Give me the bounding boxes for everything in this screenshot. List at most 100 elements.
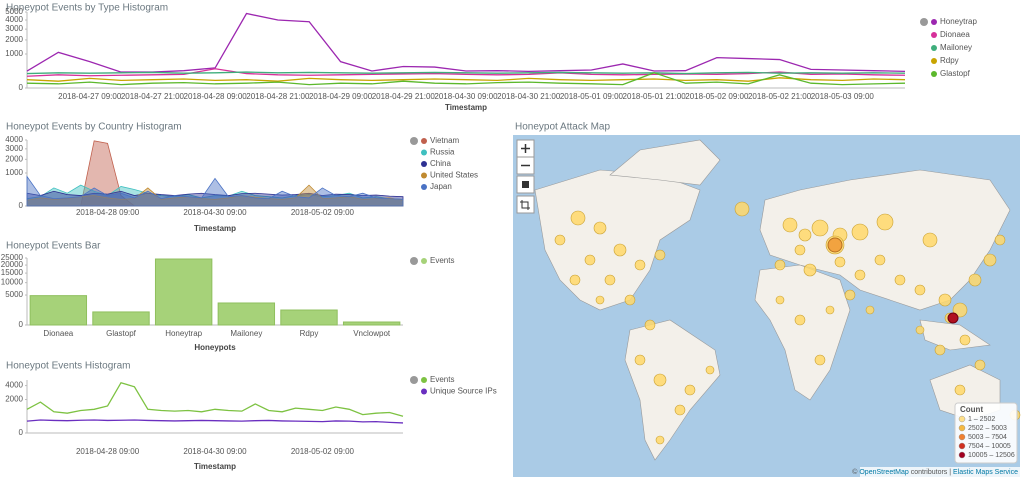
legend-label: Japan — [430, 182, 452, 191]
y-tick-label: 1000 — [5, 168, 23, 177]
y-tick-label: 20000 — [1, 260, 24, 269]
series-line — [26, 381, 404, 417]
bubble — [994, 234, 1006, 246]
x-axis-title: Timestamp — [445, 103, 487, 112]
x-tick-label: 2018-04-27 09:00 — [58, 92, 122, 101]
x-tick-label: Vnclowpot — [353, 329, 391, 338]
bubble — [968, 273, 982, 287]
bubble — [814, 354, 826, 366]
bubble — [876, 213, 894, 231]
legend-label: United States — [430, 171, 478, 180]
y-tick-label: 4000 — [5, 135, 23, 144]
attribution: © OpenStreetMap contributors | Elastic M… — [852, 468, 1018, 476]
x-tick-label: 2018-04-29 09:00 — [309, 92, 373, 101]
bubble — [554, 234, 566, 246]
legend-label: 5003 – 7504 — [968, 434, 1007, 441]
bubble — [634, 354, 646, 366]
x-tick-label: 2018-05-03 09:00 — [811, 92, 875, 101]
bubble — [938, 293, 952, 307]
bubble — [775, 295, 785, 305]
bubble — [954, 384, 966, 396]
y-tick-label: 1000 — [5, 49, 23, 58]
y-tick-label: 5000 — [5, 290, 23, 299]
bubble — [644, 319, 656, 331]
legend-swatch — [958, 442, 966, 450]
legend-swatch — [958, 415, 966, 423]
legend-swatch — [421, 172, 427, 179]
bubble — [894, 274, 906, 286]
attr-middle: contributors | — [911, 469, 952, 476]
x-tick-label: 2018-04-28 09:00 — [76, 447, 140, 456]
legend-label: Dionaea — [940, 30, 970, 39]
attr-service[interactable]: Elastic Maps Service — [953, 469, 1018, 476]
bubble — [593, 221, 607, 235]
bubbles — [554, 201, 1021, 445]
bubble — [947, 312, 959, 324]
legend-label: Rdpy — [940, 56, 959, 65]
x-tick-label: 2018-05-01 21:00 — [623, 92, 687, 101]
x-tick-label: 2018-04-27 21:00 — [121, 92, 185, 101]
series-area — [26, 175, 404, 207]
x-tick-label: Honeytrap — [165, 329, 202, 338]
chart-title: Honeypot Events Bar — [6, 241, 101, 252]
attribution-bg — [860, 467, 1020, 477]
bubble — [914, 284, 926, 296]
y-tick-label: 3000 — [5, 24, 23, 33]
legend-swatch — [421, 388, 427, 395]
y-tick-label: 2000 — [5, 395, 23, 404]
series-line — [26, 77, 906, 82]
bubble — [654, 249, 666, 261]
bubble — [705, 365, 715, 375]
map-controls — [516, 139, 535, 214]
legend-label: Glastopf — [940, 69, 971, 78]
series-line — [26, 12, 906, 73]
x-tick-label: 2018-05-02 09:00 — [291, 447, 355, 456]
bar — [29, 295, 88, 326]
series-line — [26, 72, 906, 86]
y-tick-label: 0 — [19, 83, 24, 92]
legend-swatch — [931, 58, 937, 64]
bubble — [952, 302, 968, 318]
bubble — [915, 325, 925, 335]
bubble — [584, 254, 596, 266]
legend-title: Count — [960, 405, 983, 414]
bubble — [595, 295, 605, 305]
series-area — [26, 184, 404, 207]
legend-label: 2502 – 5003 — [968, 425, 1007, 432]
x-tick-label: 2018-05-02 09:00 — [291, 208, 355, 217]
y-tick-label: 4000 — [5, 15, 23, 24]
y-tick-label: 25000 — [1, 253, 24, 262]
legend-toggle — [410, 376, 418, 384]
y-tick-label: 5000 — [5, 7, 23, 16]
series-line — [26, 71, 906, 75]
bar — [92, 311, 150, 326]
legend-swatch — [931, 19, 937, 25]
attr-source[interactable]: OpenStreetMap — [859, 469, 909, 476]
bubble — [874, 254, 886, 266]
x-tick-label: 2018-05-01 09:00 — [560, 92, 624, 101]
attr-prefix: © — [852, 468, 858, 476]
bubble — [811, 219, 829, 237]
fit-bounds[interactable] — [516, 195, 535, 214]
legend-swatch — [931, 32, 937, 38]
y-tick-label: 10000 — [1, 278, 24, 287]
bubble — [827, 237, 843, 253]
legend-label: Vietnam — [430, 136, 460, 145]
bubble — [655, 435, 665, 445]
bubble — [798, 228, 812, 242]
x-tick-label: 2018-04-29 21:00 — [372, 92, 436, 101]
legend-swatch — [421, 377, 427, 383]
bubble — [734, 201, 750, 217]
legend-toggle — [920, 18, 928, 26]
chart-title: Honeypot Events by Type Histogram — [6, 3, 168, 14]
bubble — [803, 263, 817, 277]
zoom-in-icon — [521, 144, 530, 153]
bubble — [569, 274, 581, 286]
legend-box — [954, 402, 1018, 464]
bubble — [974, 359, 986, 371]
legend-label: 7504 – 10005 — [968, 443, 1011, 450]
bubble — [934, 344, 946, 356]
legend-label: Mailoney — [940, 43, 972, 52]
legend-swatch — [421, 184, 427, 190]
